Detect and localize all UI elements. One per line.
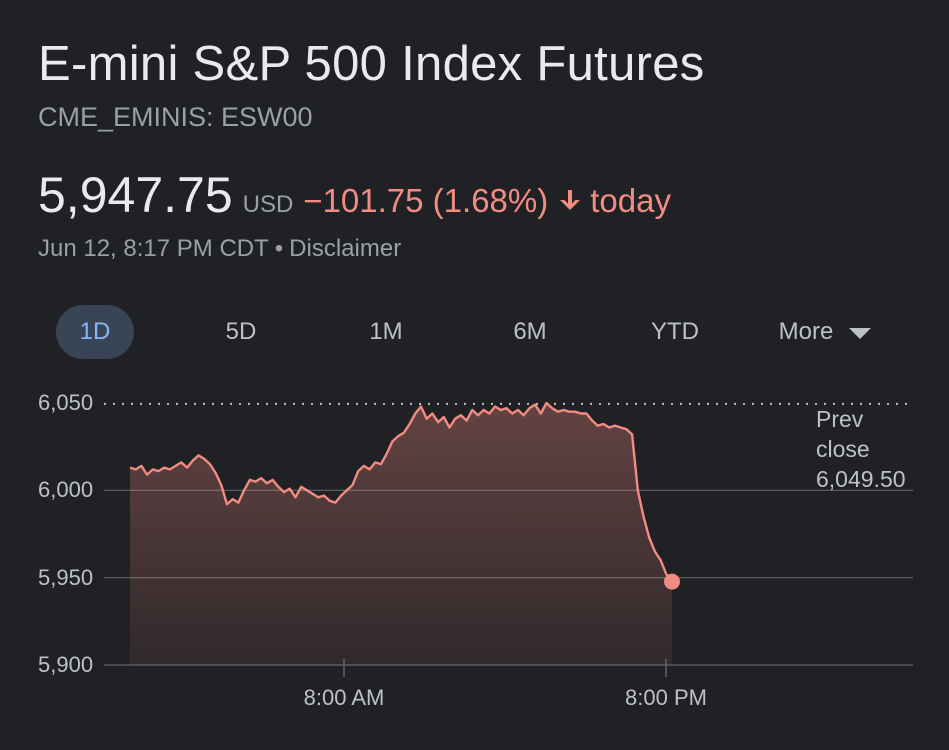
tab-ytd[interactable]: YTD (651, 318, 699, 345)
price-chart-svg (104, 401, 913, 677)
tab-1m[interactable]: 1M (369, 318, 403, 345)
price-line (129, 401, 673, 583)
y-tick-label: 6,050 (38, 390, 94, 415)
prev-close-value: 6,049.50 (816, 466, 906, 492)
y-tick-label: 5,950 (38, 565, 94, 590)
price-area-fill (130, 403, 672, 665)
change-period: today (590, 182, 671, 219)
price-chart (0, 380, 949, 720)
ticker-symbol: CME_EMINIS: ESW00 (38, 102, 313, 132)
arrow-down-icon (558, 188, 582, 212)
current-price: 5,947.75 (38, 167, 233, 223)
meta-separator: • (274, 235, 284, 262)
disclaimer-link[interactable]: Disclaimer (289, 235, 402, 262)
prev-close-line2: close (816, 436, 870, 462)
prev-close-line1: Prev (816, 406, 864, 432)
price-change: −101.75 (1.68%) (303, 182, 549, 219)
tab-1d[interactable]: 1D (56, 305, 134, 359)
quote-row: 5,947.75 USD −101.75 (1.68%) today (38, 166, 671, 226)
tab-more[interactable]: More (760, 305, 890, 359)
y-tick-label: 5,900 (38, 652, 94, 677)
last-price-dot (664, 573, 680, 590)
chevron-down-icon (849, 306, 872, 360)
prev-close-label: Prev close 6,049.50 (816, 404, 906, 494)
quote-meta: Jun 12, 8:17 PM CDT • Disclaimer (38, 234, 401, 264)
y-tick-label: 6,000 (38, 477, 94, 502)
quote-timestamp: Jun 12, 8:17 PM CDT (38, 235, 269, 262)
instrument-title: E-mini S&P 500 Index Futures (38, 37, 705, 91)
currency-label: USD (242, 191, 294, 218)
range-tabs: 1D 5D 1M 6M YTD More (56, 305, 896, 359)
tab-5d[interactable]: 5D (225, 318, 257, 345)
x-tick-label: 8:00 PM (625, 685, 707, 710)
x-tick-label: 8:00 AM (303, 685, 385, 710)
tab-more-label: More (778, 318, 834, 345)
tab-6m[interactable]: 6M (513, 318, 547, 345)
